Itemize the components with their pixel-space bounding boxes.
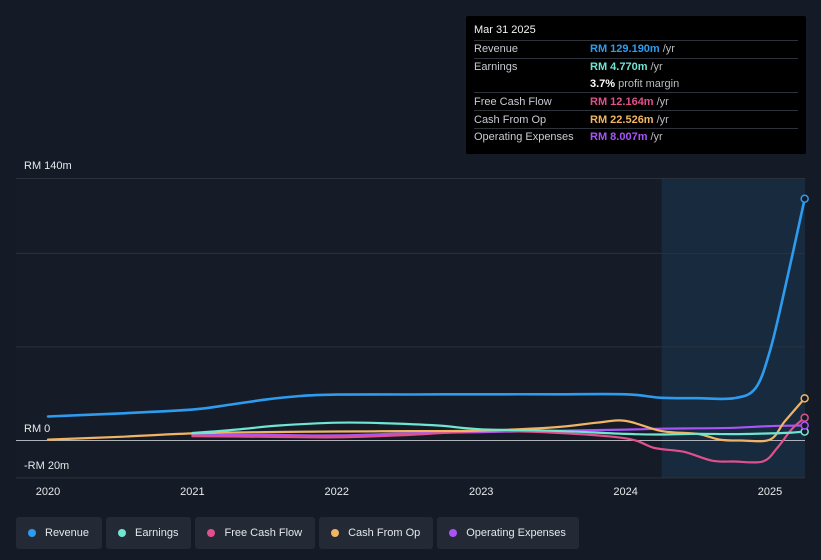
- legend-dot-icon: [207, 529, 216, 537]
- legend-dot-icon: [28, 529, 36, 537]
- legend-item-revenue[interactable]: Revenue: [16, 517, 103, 549]
- legend-item-earnings[interactable]: Earnings: [106, 517, 192, 549]
- legend-dot-icon: [118, 529, 127, 537]
- y-axis-zero-label: RM 0: [24, 423, 51, 435]
- tooltip-label: Free Cash Flow: [474, 95, 552, 108]
- x-tick-label: 2020: [36, 486, 60, 498]
- tooltip-date: Mar 31 2025: [474, 24, 536, 36]
- tooltip-row-earnings: Earnings RM 4.770m /yr: [474, 57, 798, 76]
- legend-label: Revenue: [45, 527, 90, 539]
- legend-label: Operating Expenses: [466, 527, 566, 539]
- tooltip-row-operating-expenses: Operating Expenses RM 8.007m /yr: [474, 127, 798, 146]
- tooltip-unit: /yr: [650, 131, 663, 144]
- legend-label: Cash From Op: [348, 527, 421, 539]
- tooltip-value: 3.7%: [590, 77, 616, 90]
- legend-dot-icon: [331, 529, 340, 537]
- tooltip-value: RM 8.007m: [590, 131, 648, 144]
- legend-item-cash-from-op[interactable]: Cash From Op: [319, 517, 434, 549]
- series-end-point-revenue: [800, 194, 809, 203]
- legend-dot-icon: [449, 529, 458, 537]
- legend-label: Earnings: [135, 527, 179, 539]
- tooltip-row-profit-margin: 3.7% profit margin: [474, 76, 798, 93]
- tooltip-label: Earnings: [474, 61, 518, 74]
- x-tick-label: 2025: [758, 486, 782, 498]
- tooltip-value: RM 22.526m: [590, 113, 654, 126]
- tooltip-unit: /yr: [662, 43, 675, 56]
- tooltip-value: RM 4.770m: [590, 61, 648, 74]
- x-tick-label: 2021: [180, 486, 204, 498]
- tooltip-unit: /yr: [650, 61, 663, 74]
- series-end-point-operating-expenses: [800, 421, 809, 430]
- tooltip-unit: /yr: [656, 113, 669, 126]
- tooltip-row-free-cash-flow: Free Cash Flow RM 12.164m /yr: [474, 92, 798, 110]
- x-tick-label: 2024: [613, 486, 637, 498]
- series-end-point-free-cash-flow: [800, 413, 809, 422]
- series-line-revenue: [46, 197, 806, 418]
- series-line-free-cash-flow: [191, 416, 806, 464]
- series-line-cash-from-op: [46, 397, 806, 443]
- tooltip-label: Revenue: [474, 43, 519, 56]
- chart-legend: Revenue Earnings Free Cash Flow Cash Fro…: [16, 517, 579, 549]
- data-tooltip: Mar 31 2025 Revenue RM 129.190m /yr Earn…: [466, 16, 806, 154]
- tooltip-unit: profit margin: [618, 77, 680, 90]
- legend-label: Free Cash Flow: [224, 527, 303, 539]
- x-tick-label: 2022: [325, 486, 349, 498]
- tooltip-value: RM 129.190m: [590, 43, 660, 56]
- series-line-earnings: [191, 421, 806, 436]
- legend-item-operating-expenses[interactable]: Operating Expenses: [437, 517, 579, 549]
- tooltip-row-revenue: Revenue RM 129.190m /yr: [474, 40, 798, 58]
- y-axis-top-label: RM 140m: [24, 160, 72, 172]
- tooltip-row-cash-from-op: Cash From Op RM 22.526m /yr: [474, 110, 798, 128]
- tooltip-unit: /yr: [656, 95, 669, 108]
- legend-item-free-cash-flow[interactable]: Free Cash Flow: [195, 517, 316, 549]
- line-chart: 2020 2021 2022 2023 2024 2025: [16, 178, 809, 498]
- tooltip-label: Operating Expenses: [474, 131, 574, 144]
- tooltip-label: Cash From Op: [474, 113, 547, 126]
- series-end-point-cash-from-op: [800, 394, 809, 403]
- y-axis-bottom-label: -RM 20m: [24, 460, 70, 472]
- x-tick-label: 2023: [469, 486, 493, 498]
- tooltip-value: RM 12.164m: [590, 95, 654, 108]
